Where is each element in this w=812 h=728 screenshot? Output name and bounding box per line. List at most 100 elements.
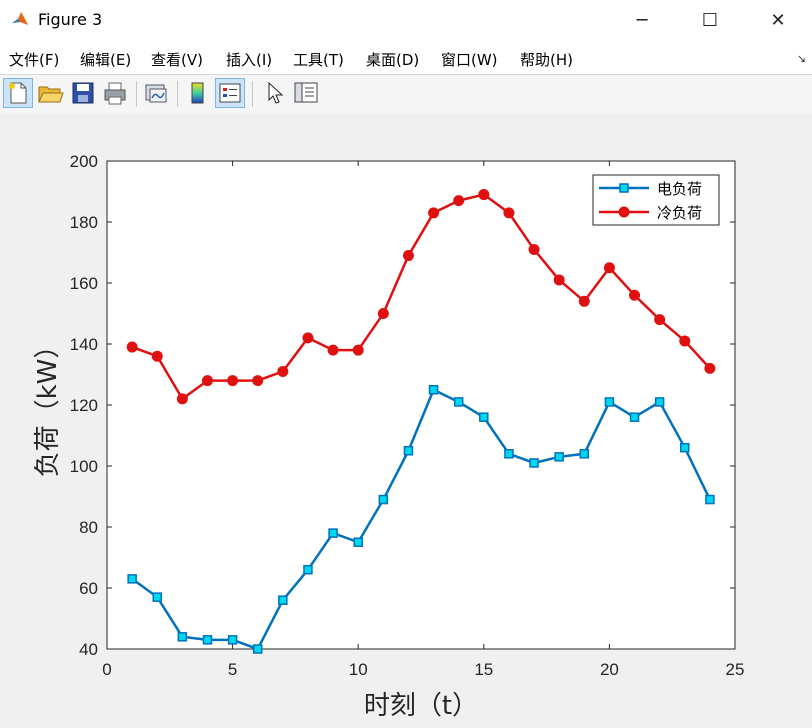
data-point-marker xyxy=(152,592,162,602)
y-tick-label: 200 xyxy=(70,152,98,171)
menu-window[interactable]: 窗口(W) xyxy=(441,51,498,69)
data-point-marker xyxy=(680,442,690,453)
data-point-marker xyxy=(629,412,640,422)
data-point-marker xyxy=(377,308,389,319)
data-point-marker xyxy=(327,344,339,356)
window-title: Figure 3 xyxy=(38,10,103,29)
data-point-marker xyxy=(453,397,464,407)
legend-label: 冷负荷 xyxy=(657,204,702,222)
x-tick-label: 0 xyxy=(102,660,111,679)
y-tick-label: 80 xyxy=(79,518,98,537)
print-icon[interactable] xyxy=(100,78,130,108)
data-point-marker xyxy=(378,494,389,505)
y-tick-label: 60 xyxy=(79,579,98,598)
y-tick-label: 140 xyxy=(70,335,98,354)
menu-view[interactable]: 查看(V) xyxy=(151,51,203,69)
data-point-marker xyxy=(352,344,364,356)
data-point-marker xyxy=(277,365,289,377)
legend-marker xyxy=(619,183,629,193)
data-point-marker xyxy=(629,289,641,301)
x-tick-label: 25 xyxy=(726,660,745,679)
legend-box xyxy=(592,174,720,226)
data-point-marker xyxy=(201,375,213,387)
close-button[interactable]: ✕ xyxy=(770,10,786,31)
minimize-button[interactable]: ─ xyxy=(636,10,648,31)
toolbar-separator xyxy=(252,81,253,107)
data-point-marker xyxy=(328,528,338,538)
data-point-marker xyxy=(578,295,590,307)
legend-marker xyxy=(618,206,630,218)
data-point-marker xyxy=(176,393,188,405)
property-inspector-icon[interactable] xyxy=(291,78,321,108)
data-point-marker xyxy=(554,452,564,462)
x-tick-label: 20 xyxy=(600,660,619,679)
data-point-marker xyxy=(428,207,440,219)
x-tick-label: 10 xyxy=(349,660,368,679)
data-point-marker xyxy=(704,362,716,374)
menu-tools[interactable]: 工具(T) xyxy=(293,51,344,69)
data-point-marker xyxy=(603,262,615,274)
data-point-marker xyxy=(604,397,615,407)
plot-area xyxy=(107,161,735,649)
x-axis-label: 时刻（t） xyxy=(364,691,478,721)
y-tick-label: 100 xyxy=(70,457,98,476)
menu-desktop[interactable]: 桌面(D) xyxy=(366,51,420,69)
menu-bar: 文件(F) 编辑(E) 查看(V) 插入(I) 工具(T) 桌面(D) 窗口(W… xyxy=(0,42,812,74)
y-tick-label: 120 xyxy=(70,396,98,415)
menu-insert[interactable]: 插入(I) xyxy=(226,51,273,69)
data-point-marker xyxy=(151,350,163,362)
data-point-marker xyxy=(654,397,665,407)
link-plot-icon[interactable] xyxy=(141,78,171,108)
data-point-marker xyxy=(353,537,363,547)
open-file-icon[interactable] xyxy=(35,78,65,108)
maximize-button[interactable]: ☐ xyxy=(701,10,719,31)
save-icon[interactable] xyxy=(68,78,98,108)
pointer-icon[interactable] xyxy=(259,78,289,108)
data-point-marker xyxy=(278,595,288,605)
data-point-marker xyxy=(503,207,515,219)
y-axis-label: 负荷（kW） xyxy=(33,333,63,478)
data-point-marker xyxy=(252,375,264,387)
data-point-marker xyxy=(303,564,313,575)
title-bar: Figure 3 ─ ☐ ✕ xyxy=(0,0,812,42)
data-point-marker xyxy=(302,332,314,344)
axes-box xyxy=(106,160,736,650)
menu-edit[interactable]: 编辑(E) xyxy=(80,51,132,69)
data-point-marker xyxy=(127,574,137,584)
y-tick-label: 180 xyxy=(70,213,98,232)
figure-toolbar xyxy=(0,74,812,114)
data-point-marker xyxy=(679,335,691,347)
data-point-marker xyxy=(177,632,188,642)
legend-label: 电负荷 xyxy=(657,180,702,198)
data-point-marker xyxy=(529,458,539,468)
data-point-marker xyxy=(252,644,263,654)
new-figure-icon[interactable] xyxy=(3,78,33,108)
menu-file[interactable]: 文件(F) xyxy=(9,51,60,69)
line-chart: 0 5 10 15 20 25 40 60 80 100 120 140 160 180 200 电负荷冷负荷… xyxy=(33,152,745,721)
data-point-marker xyxy=(504,449,514,459)
toolbar-separator xyxy=(177,81,178,107)
menu-help[interactable]: 帮助(H) xyxy=(520,51,573,69)
data-point-marker xyxy=(553,274,565,286)
data-point-marker xyxy=(126,341,138,353)
data-point-marker xyxy=(428,385,439,395)
x-tick-label: 5 xyxy=(228,660,237,679)
data-point-marker xyxy=(705,494,715,505)
data-point-marker xyxy=(478,189,490,201)
y-tick-label: 160 xyxy=(70,274,98,293)
colorbar-icon[interactable] xyxy=(183,78,213,108)
data-point-marker xyxy=(202,635,213,645)
y-tick-label: 40 xyxy=(79,640,98,659)
data-point-marker xyxy=(227,375,239,387)
data-point-marker xyxy=(403,446,414,456)
menu-overflow-icon[interactable]: ↘ xyxy=(796,52,806,65)
data-point-marker xyxy=(654,314,666,326)
data-point-marker xyxy=(227,635,238,645)
data-point-marker xyxy=(402,250,414,262)
figure-canvas: 0 5 10 15 20 25 40 60 80 100 120 140 160 180 200 电负荷冷负荷… xyxy=(0,113,812,724)
x-tick-label: 15 xyxy=(474,660,493,679)
toolbar-separator xyxy=(136,81,137,107)
legend-icon[interactable] xyxy=(215,78,245,108)
data-point-marker xyxy=(579,449,590,459)
data-point-marker xyxy=(453,195,465,207)
